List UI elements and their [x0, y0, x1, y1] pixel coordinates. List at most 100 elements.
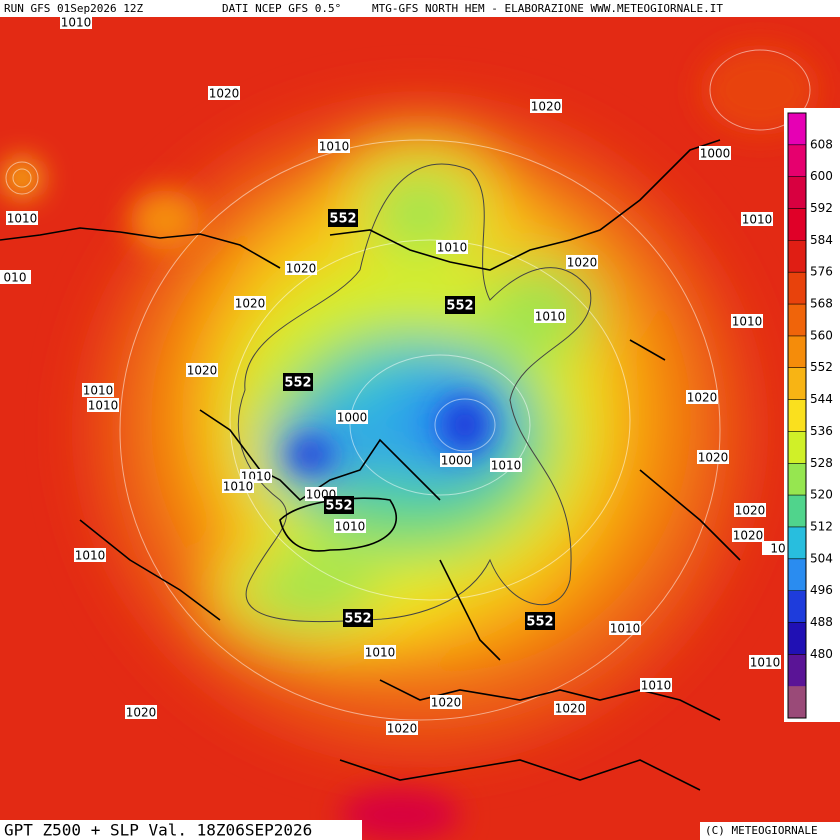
legend-swatch: [788, 399, 806, 432]
legend-level: 544: [810, 392, 833, 406]
label-box: [445, 296, 475, 314]
legend-frame: [787, 112, 807, 719]
label-box: [334, 519, 366, 533]
label-box: [534, 309, 566, 323]
label-box: [566, 255, 598, 269]
legend-level: 496: [810, 583, 833, 597]
label-box: [285, 261, 317, 275]
label-box: [554, 701, 586, 715]
pressure-label: 1020: [286, 262, 317, 276]
label-box: [762, 541, 794, 555]
contour-552: [238, 163, 592, 623]
label-box: [82, 383, 114, 397]
pressure-label: 1010: [88, 399, 119, 413]
legend-level: 488: [810, 615, 833, 629]
legend-swatch: [788, 240, 806, 273]
legend-level: 600: [810, 169, 833, 183]
legend-level: 480: [810, 647, 833, 661]
label-box: [732, 528, 764, 542]
height-label: 552: [325, 499, 352, 514]
label-box: [60, 15, 92, 29]
pressure-label: 10: [770, 542, 785, 556]
height-field: [90, 110, 750, 750]
footer-bar: [0, 820, 362, 840]
legend-level: 592: [810, 201, 833, 215]
pressure-label: 010: [4, 271, 27, 285]
label-box: [283, 373, 313, 391]
pressure-label: 1010: [7, 212, 38, 226]
legend-level: 528: [810, 456, 833, 470]
label-box: [0, 270, 31, 284]
footer-title: GPT Z500 + SLP Val. 18Z06SEP2026: [4, 821, 312, 840]
legend-level: 512: [810, 519, 833, 533]
pressure-label: 1020: [735, 504, 766, 518]
legend-swatch: [788, 622, 806, 655]
pressure-label: 1010: [641, 679, 672, 693]
legend-swatch: [788, 113, 806, 146]
pressure-label: 1020: [235, 297, 266, 311]
legend-swatch: [788, 463, 806, 496]
pressure-label: 1010: [732, 315, 763, 329]
legend-level: 608: [810, 137, 833, 151]
pressure-label: 1020: [733, 529, 764, 543]
pressure-label: 1000: [700, 147, 731, 161]
legend-level: 576: [810, 265, 833, 279]
pressure-label: 1010: [83, 384, 114, 398]
legend-level: 584: [810, 233, 833, 247]
legend-level: 536: [810, 424, 833, 438]
label-box: [440, 453, 472, 467]
legend-swatch: [788, 590, 806, 623]
pressure-label: 1020: [431, 696, 462, 710]
legend-level: 568: [810, 297, 833, 311]
coastlines: [0, 139, 741, 791]
header-run: RUN GFS 01Sep2026 12Z: [4, 2, 143, 15]
legend-swatch: [788, 208, 806, 241]
legend-level: 520: [810, 488, 833, 502]
label-box: [74, 548, 106, 562]
label-box: [222, 479, 254, 493]
pressure-label: 1020: [698, 451, 729, 465]
legend-swatch: [788, 526, 806, 560]
height-label: 552: [284, 376, 311, 391]
label-box: [436, 240, 468, 254]
pressure-label: 1020: [567, 256, 598, 270]
legend-swatch: [788, 654, 806, 687]
pressure-label: 1010: [335, 520, 366, 534]
pressure-label: 1010: [61, 16, 92, 30]
pressure-label: 1020: [209, 87, 240, 101]
label-box: [343, 609, 373, 627]
label-box: [328, 209, 358, 227]
isobars: [5, 49, 811, 721]
pressure-label: 1010: [491, 459, 522, 473]
pressure-label: 1020: [555, 702, 586, 716]
label-box: [697, 450, 729, 464]
legend-level: 560: [810, 328, 833, 342]
legend-swatch: [788, 144, 806, 178]
label-box: [318, 139, 350, 153]
pressure-label: 1010: [223, 480, 254, 494]
footer-credit: (C) METEOGIORNALE: [705, 824, 818, 837]
label-box: [640, 678, 672, 692]
label-box: [336, 410, 368, 424]
label-box: [386, 721, 418, 735]
label-box: [364, 645, 396, 659]
label-box: [208, 86, 240, 100]
label-box: [609, 621, 641, 635]
label-box: [324, 496, 354, 514]
legend-swatch: [788, 176, 806, 210]
label-box: [749, 655, 781, 669]
height-label: 552: [526, 615, 553, 630]
credit-bar: [700, 822, 840, 840]
legend-swatch: [788, 431, 806, 464]
label-box: [530, 99, 562, 113]
legend-swatch: [788, 686, 806, 719]
height-label: 552: [344, 612, 371, 627]
header-product: MTG-GFS NORTH HEM - ELABORAZIONE WWW.MET…: [372, 2, 723, 15]
pressure-label: 1010: [750, 656, 781, 670]
legend-level: 552: [810, 360, 833, 374]
pressure-label: 1010: [535, 310, 566, 324]
pressure-label: 1010: [742, 213, 773, 227]
header-bar: [0, 0, 840, 17]
